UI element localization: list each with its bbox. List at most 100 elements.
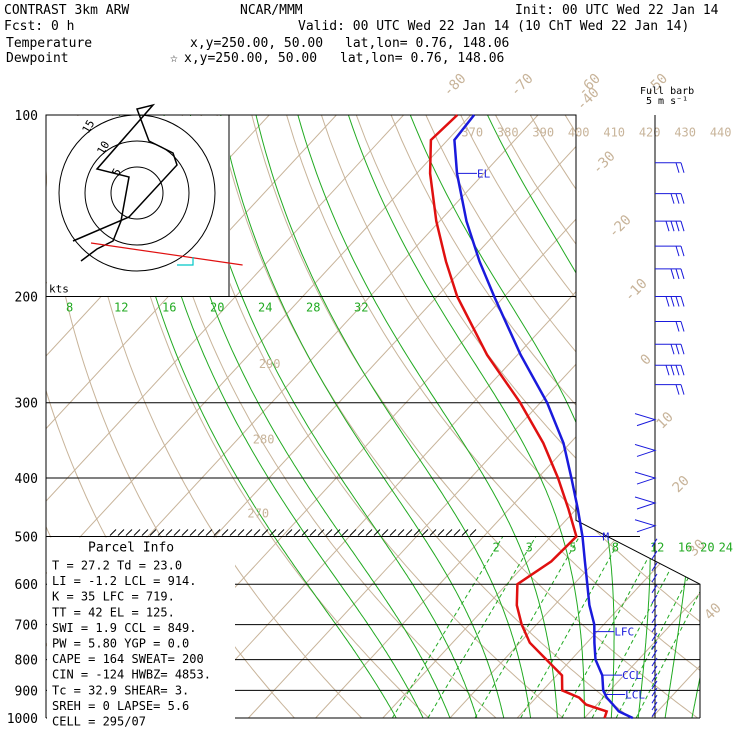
- theta-label: 440: [710, 126, 732, 140]
- isotherm-label: 0: [638, 351, 655, 368]
- hatch-mark: [293, 529, 301, 536]
- hatch-mark: [109, 529, 117, 536]
- hatch-mark: [125, 529, 133, 536]
- isotherm-line: [46, 115, 337, 718]
- hatch-mark: [357, 529, 365, 536]
- hatch-mark: [149, 529, 157, 536]
- wind-barb-flag: [680, 221, 685, 232]
- wind-barb-flag: [680, 162, 685, 173]
- parcel-info-row: SREH = 0 LAPSE= 5.6: [52, 699, 189, 713]
- hatch-mark: [245, 529, 253, 536]
- isotherm-label: 10: [654, 409, 677, 432]
- parcel-info-row: SWI = 1.9 CCL = 849.: [52, 621, 197, 635]
- hatch-mark: [381, 529, 389, 536]
- dry-adiabat-line: [181, 115, 564, 718]
- wind-barb: [651, 538, 658, 548]
- theta-label: 290: [259, 357, 281, 371]
- parcel-info-background: [47, 537, 235, 738]
- moist-adiabats: [118, 115, 700, 718]
- mixing-ratio-label: 5: [569, 540, 576, 554]
- level-marker-label: LFC: [614, 626, 634, 639]
- wind-barb-flag: [670, 344, 675, 355]
- hodograph-ring: [58, 114, 216, 272]
- dewpoint-line: [428, 114, 609, 719]
- theta-label: 410: [603, 126, 625, 140]
- hatch-mark: [117, 529, 125, 536]
- hatch-mark: [269, 529, 277, 536]
- hatch-mark: [413, 529, 421, 536]
- wind-barb-flag: [675, 296, 680, 307]
- dry-adiabat-line: [704, 115, 740, 718]
- wind-barb: [651, 665, 658, 675]
- hatch-mark: [285, 529, 293, 536]
- wind-barb-flag: [675, 162, 680, 173]
- dry-adiabat-line: [146, 115, 497, 718]
- hodograph-trace: [72, 103, 178, 262]
- moist-adiabat-line: [297, 115, 558, 718]
- hatch-mark: [189, 529, 197, 536]
- chart-border: [45, 114, 701, 718]
- mixing-ratio-label: 12: [650, 540, 664, 554]
- moist-adiabat-label: 20: [210, 301, 224, 315]
- parcel-info-row: LI = -1.2 LCL = 914.: [52, 574, 197, 588]
- hatch-mark: [277, 529, 285, 536]
- valid-time: Valid: 00 UTC Wed 22 Jan 14 (10 ChT Wed …: [298, 19, 689, 34]
- isotherm-label: -80: [440, 71, 469, 100]
- moist-adiabat-label: 24: [258, 301, 272, 315]
- wind-barb-flag: [670, 365, 675, 376]
- wind-barbs: [634, 115, 685, 718]
- level-marker-label: EL: [477, 167, 491, 180]
- hodograph-storm-marker: [177, 257, 194, 266]
- center-label: NCAR/MMM: [240, 3, 303, 18]
- wind-barb: [651, 708, 658, 717]
- isotherm-label: 40: [702, 600, 725, 623]
- mixing-ratio-label: 20: [700, 540, 714, 554]
- theta-label: 370: [461, 126, 483, 140]
- hatch-mark: [213, 529, 221, 536]
- dry-adiabat-line: [390, 115, 700, 718]
- level-marker-label: CCL: [622, 669, 642, 682]
- hatch-mark: [437, 529, 445, 536]
- dry-adiabat-line: [355, 115, 700, 718]
- wind-barb: [634, 519, 657, 533]
- dewpoint-xy: x,y=250.00, 50.00: [184, 51, 317, 66]
- isotherm-label: -30: [590, 148, 619, 177]
- moist-adiabat-line: [189, 115, 478, 718]
- wind-barb: [651, 694, 658, 704]
- temperature-legend: Temperature: [6, 36, 92, 51]
- wind-barb: [651, 680, 658, 690]
- moist-adiabat-line: [118, 115, 397, 718]
- hatch-mark: [133, 529, 141, 536]
- dewpoint-legend: Dewpoint: [6, 51, 69, 66]
- hatch-mark: [453, 529, 461, 536]
- wind-barb: [651, 701, 658, 711]
- hatch-mark: [421, 529, 429, 536]
- mixing-ratio-label: 3: [526, 540, 533, 554]
- wind-barb: [651, 623, 658, 633]
- hatch-mark: [429, 529, 437, 536]
- barb-legend-line2: 5 m s⁻¹: [646, 96, 688, 107]
- moist-adiabat-label: 8: [66, 301, 73, 315]
- wind-barb-flag: [680, 365, 685, 376]
- parcel-info-row: PW = 5.80 YGP = 0.0: [52, 636, 189, 650]
- parcel-info-row: CIN = -124 HWBZ= 4853.: [52, 668, 211, 682]
- moist-adiabat-line: [255, 115, 532, 718]
- parcel-info-title: Parcel Info: [88, 540, 174, 555]
- hatch-mark: [317, 529, 325, 536]
- wind-barb-flag: [680, 384, 685, 395]
- parcel-info-row: TT = 42 EL = 125.: [52, 605, 175, 619]
- hatch-mark: [445, 529, 453, 536]
- theta-label: 390: [532, 126, 554, 140]
- wind-barb: [651, 584, 658, 594]
- wind-barb-flag: [675, 245, 680, 257]
- isotherm-label: 20: [670, 473, 693, 496]
- pressure-label: 1000: [7, 712, 38, 727]
- wind-barb: [651, 614, 658, 623]
- parcel-info-row: T = 27.2 Td = 23.0: [52, 558, 182, 572]
- hodograph-ring: [84, 140, 190, 246]
- wind-barb-flag: [680, 344, 685, 355]
- forecast-hour: Fcst: 0 h: [4, 19, 74, 34]
- pressure-label: 700: [15, 619, 38, 634]
